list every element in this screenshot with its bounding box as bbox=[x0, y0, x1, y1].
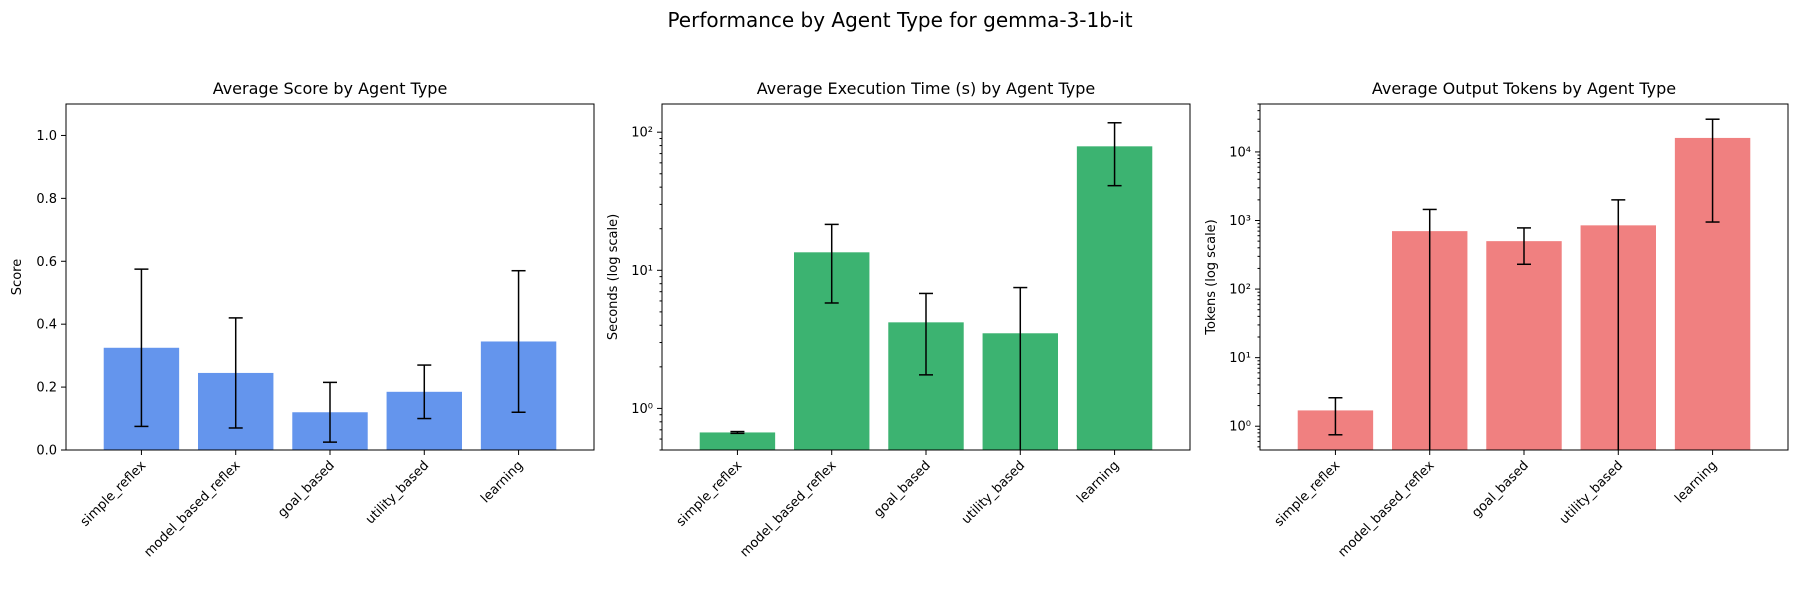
y-axis-label: Tokens (log scale) bbox=[1204, 219, 1219, 335]
plot-frame bbox=[1259, 103, 1789, 451]
plot-frame bbox=[661, 103, 1191, 451]
y-tick-label: 10² bbox=[631, 126, 653, 141]
y-tick-label: 10⁰ bbox=[631, 402, 653, 417]
score-chart: Average Score by Agent Type Score 0.0 0.2 0.… bbox=[10, 79, 595, 560]
y-tick-label: 0.6 bbox=[36, 255, 57, 270]
x-tick-label: model_based_reflex bbox=[141, 458, 243, 560]
x-tick-label: goal_based bbox=[275, 458, 338, 521]
x-tick-label: utility_based bbox=[1557, 458, 1626, 527]
output-tokens-chart: Average Output Tokens by Agent Type Token… bbox=[1204, 79, 1789, 560]
y-tick-label: 0.2 bbox=[36, 381, 57, 396]
y-tick-label: 0.8 bbox=[36, 192, 57, 207]
chart-title: Average Score by Agent Type bbox=[213, 79, 448, 98]
x-tick-label: goal_based bbox=[1469, 458, 1532, 521]
x-tick-label: utility_based bbox=[959, 458, 1028, 527]
y-tick-label: 0.0 bbox=[36, 444, 57, 459]
x-tick-label: simple_reflex bbox=[1272, 458, 1344, 530]
x-tick-label: goal_based bbox=[871, 458, 934, 521]
y-tick-label: 0.4 bbox=[36, 318, 57, 333]
x-tick-label: learning bbox=[1074, 458, 1122, 506]
y-tick-label: 10⁰ bbox=[1229, 420, 1251, 435]
y-tick-label: 10¹ bbox=[631, 264, 653, 279]
y-axis-label: Score bbox=[10, 259, 25, 295]
figure-title: Performance by Agent Type for gemma-3-1b… bbox=[667, 8, 1132, 32]
bar-learning bbox=[1076, 146, 1153, 450]
x-tick-label: simple_reflex bbox=[78, 458, 150, 530]
x-tick-label: learning bbox=[1672, 458, 1720, 506]
y-tick-label: 10² bbox=[1229, 283, 1251, 298]
bar-goal-based bbox=[1486, 241, 1562, 450]
y-tick-label: 10⁴ bbox=[1229, 145, 1251, 160]
y-tick-label: 10¹ bbox=[1229, 351, 1251, 366]
y-tick-label: 10³ bbox=[1229, 214, 1251, 229]
y-tick-label: 1.0 bbox=[36, 129, 57, 144]
y-axis-label: Seconds (log scale) bbox=[606, 214, 621, 340]
chart-title: Average Output Tokens by Agent Type bbox=[1372, 79, 1676, 98]
chart-title: Average Execution Time (s) by Agent Type bbox=[757, 79, 1095, 98]
bar-simple-reflex bbox=[699, 432, 776, 450]
x-tick-label: learning bbox=[478, 458, 526, 506]
x-tick-label: model_based_reflex bbox=[737, 458, 839, 560]
x-tick-label: utility_based bbox=[363, 458, 432, 527]
x-tick-label: simple_reflex bbox=[674, 458, 746, 530]
execution-time-chart: Average Execution Time (s) by Agent Type… bbox=[606, 79, 1191, 560]
plot-frame bbox=[65, 103, 595, 451]
x-tick-label: model_based_reflex bbox=[1335, 458, 1437, 560]
